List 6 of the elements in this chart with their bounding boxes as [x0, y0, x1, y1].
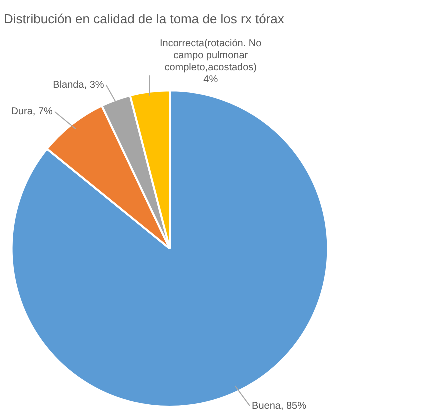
- data-label: 4%: [204, 74, 218, 86]
- chart-title: Distribución en calidad de la toma de los rx tórax: [4, 11, 285, 26]
- slice-label: Blanda, 3%: [53, 80, 104, 91]
- slice-label: Dura, 7%: [11, 106, 54, 118]
- slice-label: Buena, 85%: [252, 400, 307, 412]
- slice-label: Incorrecta(rotación. No campo pulmonar completo,acostados): [160, 38, 262, 74]
